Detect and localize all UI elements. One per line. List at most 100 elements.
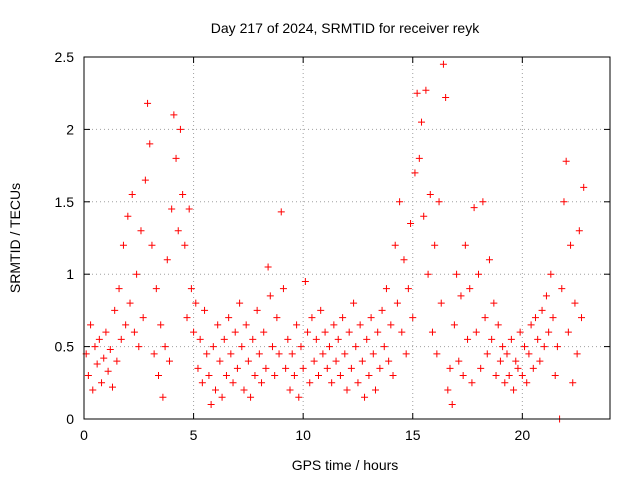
data-point: [428, 328, 436, 336]
data-point: [288, 350, 296, 358]
data-point: [488, 335, 496, 343]
data-point: [130, 328, 138, 336]
data-point: [214, 321, 222, 329]
data-point: [306, 379, 314, 387]
data-point: [297, 343, 305, 351]
data-point: [218, 393, 226, 401]
data-point: [205, 372, 213, 380]
data-point: [161, 343, 169, 351]
data-point: [321, 328, 329, 336]
data-point: [334, 335, 342, 343]
data-point: [325, 343, 333, 351]
data-point: [174, 227, 182, 235]
data-point: [505, 372, 513, 380]
data-point: [229, 379, 237, 387]
data-point: [413, 89, 421, 97]
data-point: [503, 350, 511, 358]
data-point: [209, 343, 217, 351]
data-point: [450, 321, 458, 329]
data-point: [330, 321, 338, 329]
data-point: [304, 328, 312, 336]
data-point: [391, 241, 399, 249]
x-axis-label: GPS time / hours: [292, 457, 399, 473]
data-point: [172, 154, 180, 162]
data-point: [104, 367, 112, 375]
data-point: [308, 314, 316, 322]
data-point: [159, 393, 167, 401]
data-point: [141, 176, 149, 184]
data-point: [295, 393, 303, 401]
data-point: [240, 386, 248, 394]
data-point: [389, 372, 397, 380]
data-point: [575, 227, 583, 235]
data-point: [255, 350, 263, 358]
data-point: [470, 204, 478, 212]
data-point: [499, 343, 507, 351]
data-point: [378, 306, 386, 314]
data-point: [358, 357, 366, 365]
data-point: [222, 372, 230, 380]
data-point: [233, 364, 241, 372]
data-point: [547, 270, 555, 278]
data-point: [580, 183, 588, 191]
data-point: [481, 314, 489, 322]
data-point: [146, 140, 154, 148]
data-point: [231, 328, 239, 336]
y-tick-label: 0: [66, 411, 74, 427]
data-point: [444, 386, 452, 394]
data-point: [446, 364, 454, 372]
data-point: [244, 357, 252, 365]
data-point: [345, 328, 353, 336]
data-point: [402, 350, 410, 358]
data-point: [518, 372, 526, 380]
data-point: [93, 360, 101, 368]
y-tick-label: 0.5: [55, 339, 75, 355]
data-point: [194, 364, 202, 372]
data-point: [387, 321, 395, 329]
data-point: [525, 350, 533, 358]
data-point: [310, 357, 318, 365]
data-point: [501, 379, 509, 387]
data-point: [266, 292, 274, 300]
data-point: [119, 241, 127, 249]
data-point: [442, 94, 450, 102]
data-point: [84, 372, 92, 380]
data-point: [102, 328, 110, 336]
data-point: [534, 335, 542, 343]
data-point: [260, 328, 268, 336]
data-point: [262, 364, 270, 372]
data-point: [562, 157, 570, 165]
data-point: [203, 350, 211, 358]
data-point: [573, 350, 581, 358]
data-point: [347, 364, 355, 372]
data-point: [407, 220, 415, 228]
data-point: [144, 99, 152, 107]
axis-ticks: 0 5 10 15 20 0 0.5 1 1.5 2 2.5: [55, 49, 610, 443]
data-point: [157, 321, 165, 329]
data-point: [549, 314, 557, 322]
data-point: [398, 328, 406, 336]
data-point: [339, 314, 347, 322]
data-point: [89, 386, 97, 394]
data-point: [317, 306, 325, 314]
data-point: [369, 350, 377, 358]
data-point: [514, 364, 522, 372]
data-point: [553, 343, 561, 351]
plot-frame: [83, 56, 611, 420]
data-point: [545, 328, 553, 336]
data-point: [496, 357, 504, 365]
data-point: [238, 343, 246, 351]
data-point: [371, 386, 379, 394]
data-point: [352, 343, 360, 351]
data-point: [332, 357, 340, 365]
data-point: [529, 364, 537, 372]
data-point: [249, 335, 257, 343]
data-point: [181, 241, 189, 249]
data-point: [315, 372, 323, 380]
data-point: [485, 256, 493, 264]
data-point: [165, 357, 173, 365]
data-point: [433, 350, 441, 358]
data-point: [277, 208, 285, 216]
data-point: [380, 343, 388, 351]
data-point: [293, 321, 301, 329]
